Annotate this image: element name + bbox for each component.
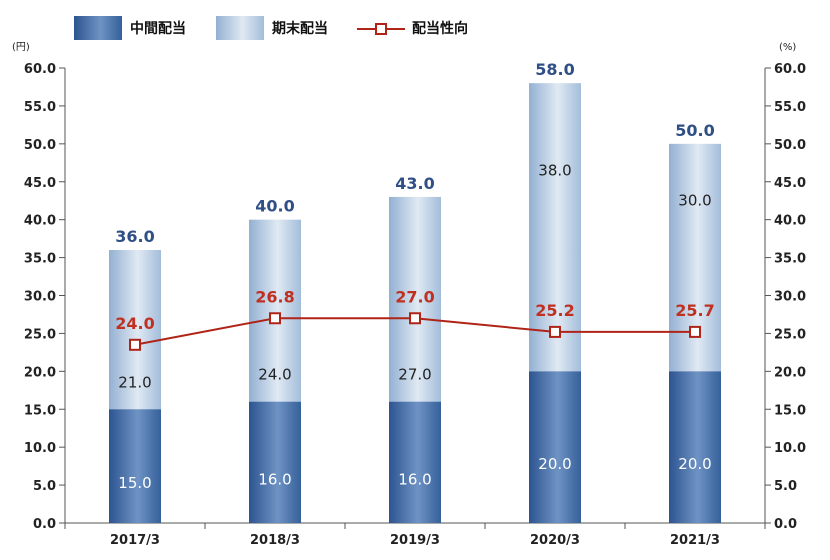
label-interim: 20.0 [538, 455, 571, 473]
y-right-tick-label: 5.0 [774, 479, 797, 494]
legend-marker-ratio [375, 23, 387, 35]
legend-label-final: 期末配当 [272, 20, 328, 37]
label-total: 36.0 [115, 227, 154, 246]
y-right-tick-label: 10.0 [774, 441, 806, 456]
label-interim: 16.0 [258, 470, 291, 488]
y-right-tick-label: 40.0 [774, 214, 806, 229]
x-ticks: 2017/3 2018/3 2019/3 2020/3 2021/3 [64, 523, 766, 548]
label-ratio: 26.8 [255, 287, 294, 306]
bar-interim [669, 371, 721, 523]
bar-final [109, 250, 161, 410]
label-ratio: 25.2 [535, 301, 574, 320]
label-ratio: 27.0 [395, 287, 434, 306]
ratio-point [689, 325, 701, 338]
y-right-tick-label: 0.0 [774, 517, 797, 532]
y-right-tick-label: 55.0 [774, 100, 806, 115]
y-left-tick-label: 55.0 [24, 100, 56, 115]
y-right-tick-label: 30.0 [774, 290, 806, 305]
y-left-tick-label: 50.0 [24, 138, 56, 153]
y-right-tick-label: 45.0 [774, 176, 806, 191]
x-tick-label: 2017/3 [110, 533, 160, 548]
legend: 中間配当 期末配当 配当性向 [74, 16, 468, 40]
y-right-tick-label: 25.0 [774, 327, 806, 342]
y-left-ticks: 0.0 5.0 10.0 15.0 20.0 25.0 30.0 35.0 40.0 45.0 50… [24, 62, 65, 532]
y-left-tick-label: 20.0 [24, 365, 56, 380]
legend-item-interim: 中間配当 [74, 16, 186, 40]
bar-final [249, 219, 301, 402]
legend-label-ratio: 配当性向 [412, 20, 468, 37]
ratio-point [409, 312, 421, 325]
bars [109, 83, 721, 523]
label-final: 21.0 [118, 373, 151, 391]
y-left-tick-label: 40.0 [24, 214, 56, 229]
x-tick-label: 2021/3 [670, 533, 720, 548]
y-right-unit: (%) [779, 42, 796, 53]
legend-item-ratio: 配当性向 [357, 20, 468, 37]
legend-label-interim: 中間配当 [130, 20, 186, 37]
y-left-tick-label: 25.0 [24, 327, 56, 342]
label-final: 30.0 [678, 192, 711, 210]
bar-interim [249, 401, 301, 523]
label-interim: 15.0 [118, 474, 151, 492]
label-final: 27.0 [398, 366, 431, 384]
ratio-point [549, 325, 561, 338]
bar-interim [529, 371, 581, 523]
y-left-tick-label: 35.0 [24, 252, 56, 267]
y-left-tick-label: 60.0 [24, 62, 56, 77]
label-total: 58.0 [535, 60, 574, 79]
ratio-series [129, 312, 701, 351]
y-left-tick-label: 5.0 [33, 479, 56, 494]
y-left-tick-label: 45.0 [24, 176, 56, 191]
y-right-tick-label: 35.0 [774, 252, 806, 267]
label-interim: 16.0 [398, 470, 431, 488]
bar-interim [109, 409, 161, 523]
x-tick-label: 2018/3 [250, 533, 300, 548]
bar-interim [389, 401, 441, 523]
legend-swatch-final [216, 16, 264, 40]
ratio-point [269, 312, 281, 325]
label-total: 43.0 [395, 174, 434, 193]
label-total: 50.0 [675, 121, 714, 140]
y-left-tick-label: 0.0 [33, 517, 56, 532]
legend-item-final: 期末配当 [216, 16, 328, 40]
value-labels: 15.0 21.0 36.0 16.0 24.0 40.0 16.0 27.0 43.0 20.0… [115, 60, 714, 492]
y-left-unit: (円) [12, 42, 30, 53]
label-ratio: 24.0 [115, 314, 154, 333]
legend-swatch-interim [74, 16, 122, 40]
y-right-tick-label: 60.0 [774, 62, 806, 77]
bar-final [389, 196, 441, 402]
y-left-tick-label: 10.0 [24, 441, 56, 456]
y-left-tick-label: 30.0 [24, 290, 56, 305]
ratio-point [129, 338, 141, 351]
y-right-ticks: 0.0 5.0 10.0 15.0 20.0 25.0 30.0 35.0 40.0 45.0 50… [765, 62, 806, 532]
y-left-tick-label: 15.0 [24, 403, 56, 418]
y-right-tick-label: 20.0 [774, 365, 806, 380]
x-tick-label: 2019/3 [390, 533, 440, 548]
label-final: 24.0 [258, 366, 291, 384]
label-total: 40.0 [255, 197, 294, 216]
y-right-tick-label: 50.0 [774, 138, 806, 153]
bar-final [529, 83, 581, 372]
y-right-tick-label: 15.0 [774, 403, 806, 418]
label-ratio: 25.7 [675, 301, 714, 320]
label-interim: 20.0 [678, 455, 711, 473]
x-tick-label: 2020/3 [530, 533, 580, 548]
label-final: 38.0 [538, 161, 571, 179]
